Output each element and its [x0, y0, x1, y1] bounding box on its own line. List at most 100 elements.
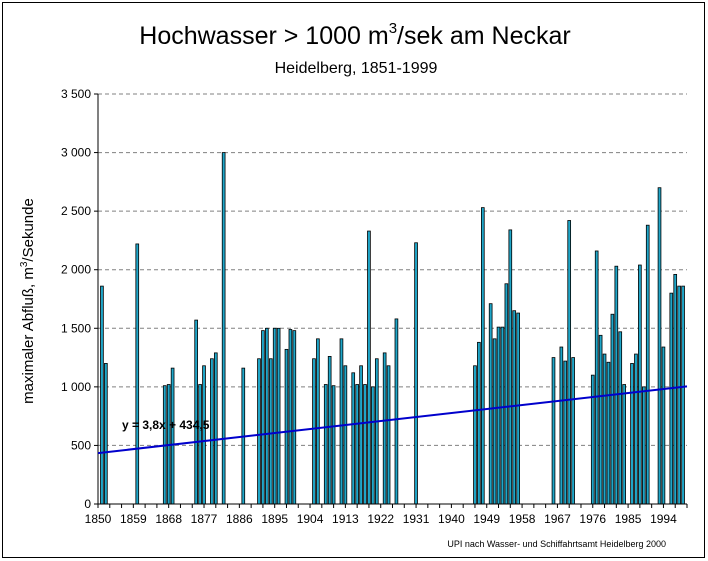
y-axis-label-sup: 3	[19, 261, 30, 267]
bar-1860	[135, 243, 140, 505]
trend-line	[97, 385, 688, 455]
x-tick-label-15: 1985	[615, 512, 642, 526]
bar-1891	[257, 358, 261, 505]
bar-1899	[288, 329, 293, 505]
chart-title-rest: /sek am Neckar	[397, 22, 571, 50]
bar-1980	[606, 361, 611, 505]
bar-1898	[284, 348, 289, 505]
bar-1880	[213, 352, 218, 505]
bar-1909	[327, 355, 332, 505]
bar-1999	[681, 285, 685, 505]
bar-1919	[367, 230, 371, 505]
bar-1924	[386, 365, 391, 505]
bar-1984	[622, 384, 626, 505]
bar-1968	[559, 346, 564, 505]
bar-1851	[100, 285, 104, 505]
bar-1956	[512, 310, 517, 505]
bar-1892	[261, 330, 265, 505]
x-tick-label-8: 1922	[367, 512, 394, 526]
x-tick-label-13: 1967	[544, 512, 571, 526]
bar-1913	[343, 365, 348, 505]
bar-1918	[363, 384, 367, 505]
bar-1954	[504, 283, 509, 505]
bar-1978	[598, 334, 603, 505]
x-tick-label-14: 1976	[579, 512, 606, 526]
chart-subtitle: Heidelberg, 1851-1999	[275, 60, 438, 77]
bar-1917	[359, 365, 363, 505]
bar-1988	[638, 264, 642, 505]
gridlines	[98, 93, 687, 446]
chart-title: Hochwasser > 1000 m3/sek am Neckar	[139, 20, 570, 50]
bar-1971	[571, 357, 575, 505]
bar-1910	[331, 385, 336, 505]
bar-1921	[374, 358, 379, 505]
x-tick-label-4: 1886	[226, 512, 253, 526]
bar-1896	[276, 327, 281, 505]
x-tick-label-1: 1859	[120, 512, 147, 526]
bar-1951	[492, 338, 497, 505]
bar-1931	[414, 242, 418, 505]
bar-1953	[500, 326, 505, 505]
bar-1977	[594, 250, 599, 505]
y-tick-label-0: 0	[84, 497, 91, 511]
bar-1920	[371, 386, 375, 505]
y-tick-label-2: 1 000	[61, 380, 91, 394]
y-tick-label-7: 3 500	[61, 87, 91, 101]
bar-1926	[394, 318, 399, 505]
bar-1946	[473, 365, 477, 505]
bar-1893	[265, 327, 269, 505]
x-tick-label-12: 1958	[509, 512, 536, 526]
x-tick-label-5: 1895	[261, 512, 288, 526]
bar-1979	[602, 353, 607, 505]
bar-1882	[221, 152, 226, 505]
bar-1987	[634, 353, 638, 505]
bar-1852	[104, 363, 108, 505]
bar-1993	[657, 187, 662, 505]
source-note: UPI nach Wasser- und Schiffahrtsamt Heid…	[447, 539, 666, 549]
x-tick-label-2: 1868	[155, 512, 182, 526]
bar-1982	[614, 265, 619, 505]
x-tick-label-3: 1877	[191, 512, 218, 526]
bar-1990	[645, 224, 650, 505]
bar-1905	[312, 358, 316, 505]
bar-1997	[673, 273, 678, 505]
bar-1916	[355, 384, 359, 505]
y-tick-labels: 0 500 1 000 1 500 2 000 2 500 3 000 3 500	[61, 87, 91, 511]
bar-1879	[210, 358, 214, 505]
bar-1966	[551, 357, 556, 505]
bar-1957	[516, 312, 520, 505]
y-axis-label-rest: /Sekunde	[20, 198, 37, 261]
bar-1998	[677, 285, 681, 505]
bar-1981	[610, 313, 615, 505]
x-tick-label-6: 1904	[297, 512, 324, 526]
x-tick-label-9: 1931	[403, 512, 430, 526]
y-tick-label-5: 2 500	[61, 204, 91, 218]
bar-1976	[590, 374, 595, 505]
chart-title-sup: 3	[389, 20, 397, 37]
y-tick-label-6: 3 000	[61, 146, 91, 160]
bar-1948	[480, 207, 485, 505]
bar-1947	[477, 341, 481, 505]
bar-1989	[641, 386, 646, 505]
y-axis-label-main: maximaler Abfluß, m	[20, 267, 37, 404]
bar-1895	[272, 327, 277, 505]
bar-1996	[669, 292, 674, 505]
bar-1983	[618, 331, 623, 505]
bar-1950	[488, 303, 493, 505]
bar-1900	[292, 330, 297, 505]
x-tick-label-16: 1994	[650, 512, 677, 526]
bar-1923	[382, 352, 387, 505]
x-tick-labels: 1850 1859 1868 1877 1886 1895 1904 1913 1922 1931…	[85, 512, 677, 526]
bar-1876	[198, 384, 202, 505]
bar-1877	[202, 365, 206, 505]
bar-1970	[567, 220, 572, 505]
x-tick-label-7: 1913	[332, 512, 359, 526]
y-tick-label-4: 2 000	[61, 263, 91, 277]
bar-1906	[316, 338, 320, 505]
bar-1912	[339, 338, 344, 505]
bar-1994	[661, 346, 666, 505]
bar-1869	[170, 367, 175, 505]
bar-1986	[630, 363, 634, 505]
